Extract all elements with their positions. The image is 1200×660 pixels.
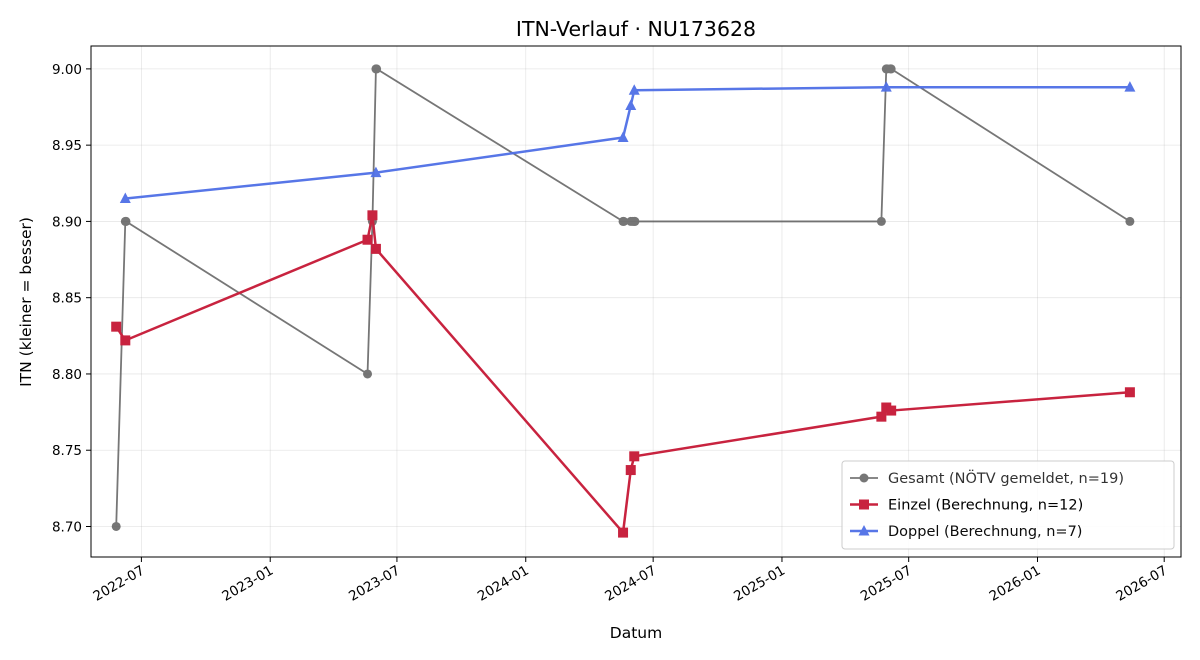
data-point <box>372 64 382 74</box>
legend: Gesamt (NÖTV gemeldet, n=19) Einzel (Bere… <box>841 460 1175 550</box>
series-3 <box>119 81 1136 204</box>
data-point <box>628 84 640 95</box>
legend-marker <box>859 473 869 483</box>
legend-item: Doppel (Berechnung, n=7) <box>850 524 1082 540</box>
chart-title: ITN-Verlauf · NU173628 <box>516 17 756 41</box>
data-point <box>111 321 122 332</box>
y-tick-label: 8.85 <box>52 291 82 307</box>
data-point <box>367 210 378 221</box>
legend-marker <box>858 525 870 536</box>
data-point <box>619 216 629 226</box>
legend-label: Gesamt (NÖTV gemeldet, n=19) <box>888 469 1124 487</box>
data-point <box>1124 387 1135 398</box>
y-tick-label: 8.75 <box>52 443 82 459</box>
data-point <box>119 192 131 204</box>
data-point <box>362 234 373 245</box>
y-tick-label: 9.00 <box>52 62 82 78</box>
y-tick-label: 8.90 <box>52 214 82 230</box>
legend-label: Einzel (Berechnung, n=12) <box>888 498 1083 514</box>
data-point <box>121 216 131 226</box>
data-point <box>370 166 382 178</box>
data-point <box>111 521 121 531</box>
data-point <box>363 369 373 379</box>
data-point <box>625 99 637 110</box>
series-layer <box>111 64 1136 538</box>
y-axis: 8.70 8.75 8.80 8.85 8.90 8.95 9.00 <box>52 62 91 535</box>
y-tick-label: 8.80 <box>52 367 82 383</box>
data-point <box>617 131 629 143</box>
legend-item: Gesamt (NÖTV gemeldet, n=19) <box>850 469 1124 487</box>
x-axis-title: Datum <box>610 624 662 642</box>
legend-label: Doppel (Berechnung, n=7) <box>888 524 1082 540</box>
legend-box <box>841 460 1175 550</box>
data-point <box>629 451 640 462</box>
data-point <box>876 216 886 226</box>
data-point <box>120 335 131 346</box>
y-axis-title: ITN (kleiner = besser) <box>17 217 35 387</box>
data-point <box>876 411 887 422</box>
data-point <box>630 216 640 226</box>
data-point <box>370 243 381 254</box>
data-point <box>1125 216 1135 226</box>
data-point <box>886 64 896 74</box>
y-tick-label: 8.70 <box>52 519 82 535</box>
plot-frame <box>90 45 1182 558</box>
data-point <box>625 465 636 476</box>
legend-item: Einzel (Berechnung, n=12) <box>850 498 1083 514</box>
data-point <box>618 527 629 538</box>
series-2 <box>111 210 1135 538</box>
data-point <box>1124 81 1136 92</box>
data-point <box>886 405 897 416</box>
y-tick-label: 8.95 <box>52 138 82 154</box>
legend-marker <box>859 499 869 510</box>
data-point <box>880 81 892 92</box>
